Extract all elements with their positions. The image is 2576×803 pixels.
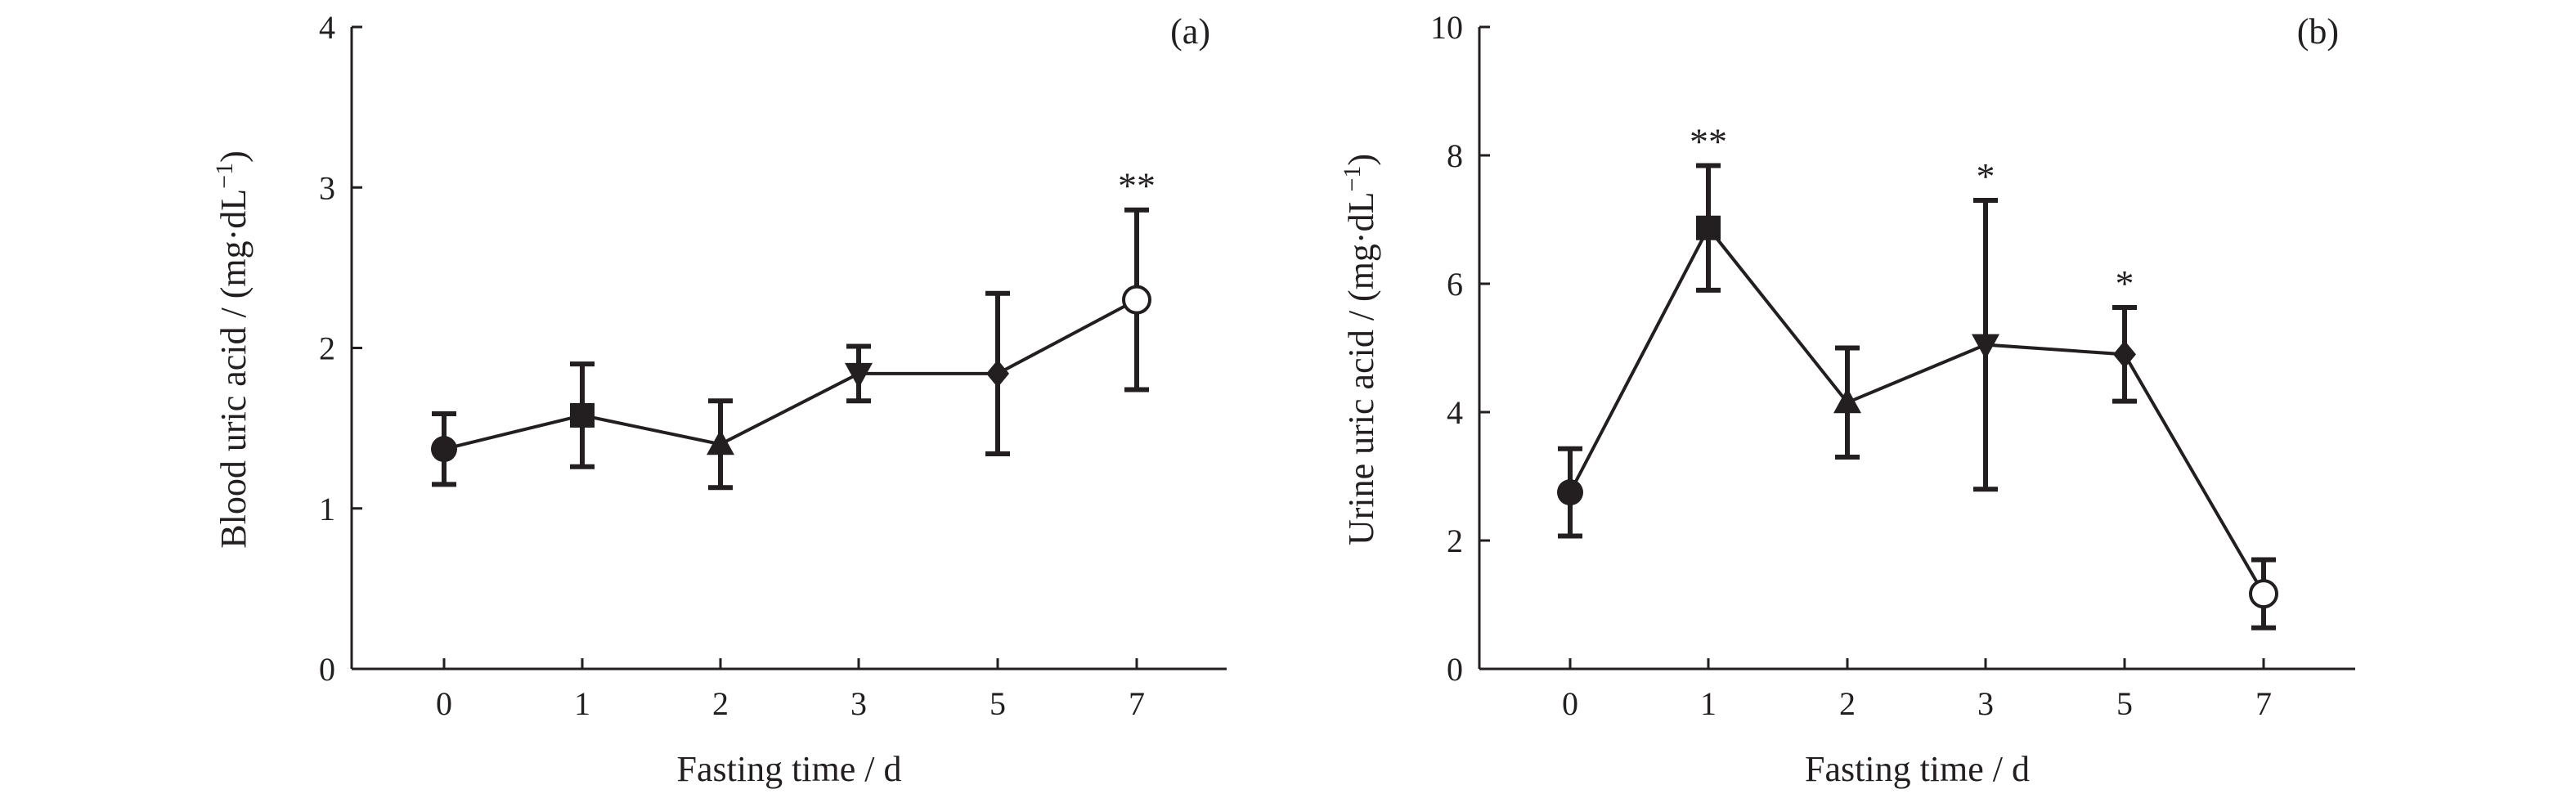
x-tick-label: 0 <box>436 685 452 722</box>
series-line <box>1568 225 2265 595</box>
x-axis-label: Fasting time / d <box>1805 749 2030 789</box>
significance-label: ** <box>1118 165 1156 207</box>
x-tick-label: 5 <box>2116 685 2133 722</box>
data-point <box>1696 215 1721 240</box>
x-tick-label: 1 <box>1700 685 1717 722</box>
y-tick-label: 2 <box>319 330 335 367</box>
y-tick-label: 4 <box>1447 394 1463 431</box>
data-point <box>1122 285 1151 315</box>
chart-panel-a: 0 1 2 3 4 0 1 2 3 5 7 Fasting time / d Blood uric ac… <box>211 9 1227 789</box>
y-tick-label: 8 <box>1447 137 1463 174</box>
y-tick-label: 3 <box>319 169 335 206</box>
panel-label: (a) <box>1170 11 1210 52</box>
x-axis-label: Fasting time / d <box>677 749 902 789</box>
x-tick-label: 2 <box>1839 685 1856 722</box>
chart-panel-b: 0 2 4 6 8 10 0 1 2 3 5 7 Fasting time / d Urine uric … <box>1339 9 2355 789</box>
y-tick-label: 1 <box>319 491 335 527</box>
x-tick-label: 7 <box>1129 685 1145 722</box>
data-point <box>1557 479 1583 506</box>
y-tick-label: 4 <box>319 9 335 46</box>
series-line <box>443 298 1138 451</box>
y-axis-label: Blood uric acid / (mg·dL−1) <box>211 150 254 548</box>
significance-label: * <box>2116 262 2134 304</box>
y-tick-label: 0 <box>1447 651 1463 688</box>
y-tick-label: 10 <box>1430 9 1463 46</box>
y-axis-label: Urine uric acid / (mg·dL−1) <box>1339 154 1381 545</box>
x-tick-label: 5 <box>990 685 1006 722</box>
data-point <box>845 362 873 388</box>
significance-label: ** <box>1690 121 1727 163</box>
x-tick-label: 3 <box>850 685 867 722</box>
x-tick-label: 2 <box>712 685 729 722</box>
data-point <box>1833 388 1861 414</box>
y-tick-label: 0 <box>319 651 335 688</box>
significance-label: * <box>1977 155 1995 197</box>
x-tick-label: 7 <box>2255 685 2272 722</box>
x-tick-label: 0 <box>1562 685 1578 722</box>
panel-label: (b) <box>2297 11 2339 52</box>
data-point <box>707 429 734 455</box>
data-point <box>986 359 1009 388</box>
y-tick-label: 6 <box>1447 266 1463 303</box>
data-point <box>2113 340 2136 369</box>
data-point <box>431 436 457 463</box>
data-point <box>570 402 595 428</box>
x-tick-label: 3 <box>1977 685 1994 722</box>
x-tick-label: 1 <box>574 685 590 722</box>
data-point <box>2249 579 2278 609</box>
data-point <box>1972 334 1999 360</box>
y-tick-label: 2 <box>1447 523 1463 559</box>
